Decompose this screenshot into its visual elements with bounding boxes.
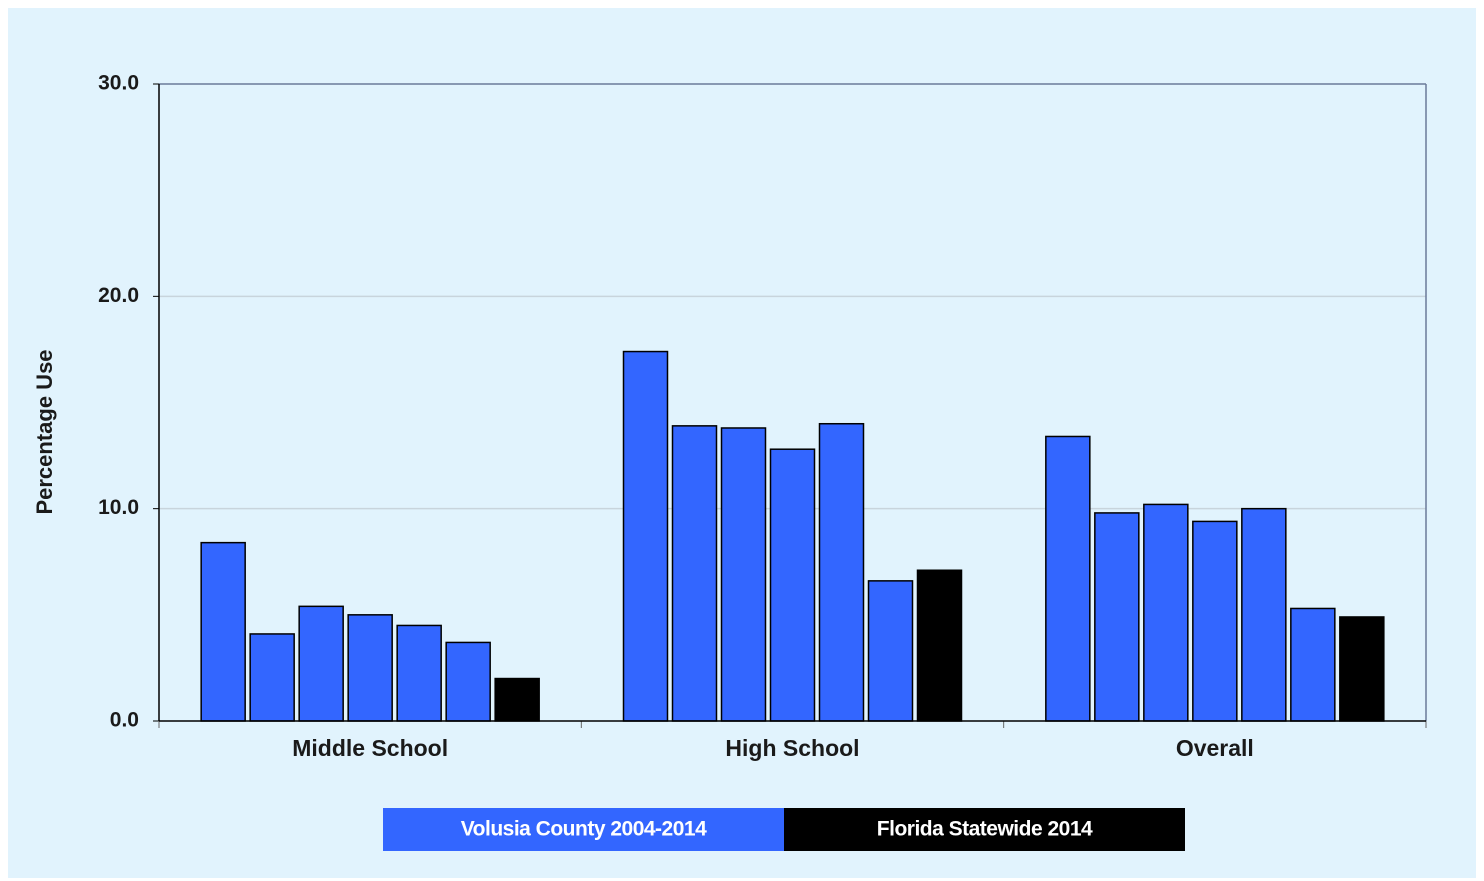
- bar: [867, 580, 914, 722]
- bar: [769, 448, 816, 722]
- bar: [1241, 507, 1287, 722]
- y-tick-label: 30.0: [98, 72, 139, 95]
- bar: [1192, 520, 1238, 722]
- bar: [1094, 512, 1140, 722]
- bar: [1045, 435, 1091, 722]
- bar: [396, 624, 442, 722]
- bar: [494, 677, 540, 722]
- bar: [818, 422, 865, 722]
- bar: [1339, 616, 1385, 722]
- bar: [298, 605, 344, 722]
- y-tick-label: 0.0: [110, 709, 139, 732]
- legend-swatch: [784, 808, 1185, 851]
- bar: [1290, 607, 1336, 722]
- y-tick-label: 20.0: [98, 284, 139, 307]
- y-tick-label: 10.0: [98, 496, 139, 519]
- bar: [1143, 503, 1189, 722]
- bar: [916, 569, 963, 722]
- bar: [445, 641, 491, 722]
- legend-swatch: [383, 808, 784, 851]
- legend-label: Volusia County 2004-2014: [461, 818, 707, 841]
- bar: [249, 633, 295, 722]
- bar: [200, 541, 246, 722]
- x-tick-label: Middle School: [292, 735, 448, 761]
- bar: [622, 350, 669, 722]
- bar: [347, 614, 393, 722]
- x-tick-label: Overall: [1176, 735, 1254, 761]
- bar: [671, 425, 718, 722]
- legend-label: Florida Statewide 2014: [877, 818, 1093, 841]
- bar: [720, 427, 767, 722]
- y-axis-label: Percentage Use: [32, 349, 57, 514]
- x-tick-label: High School: [725, 735, 859, 761]
